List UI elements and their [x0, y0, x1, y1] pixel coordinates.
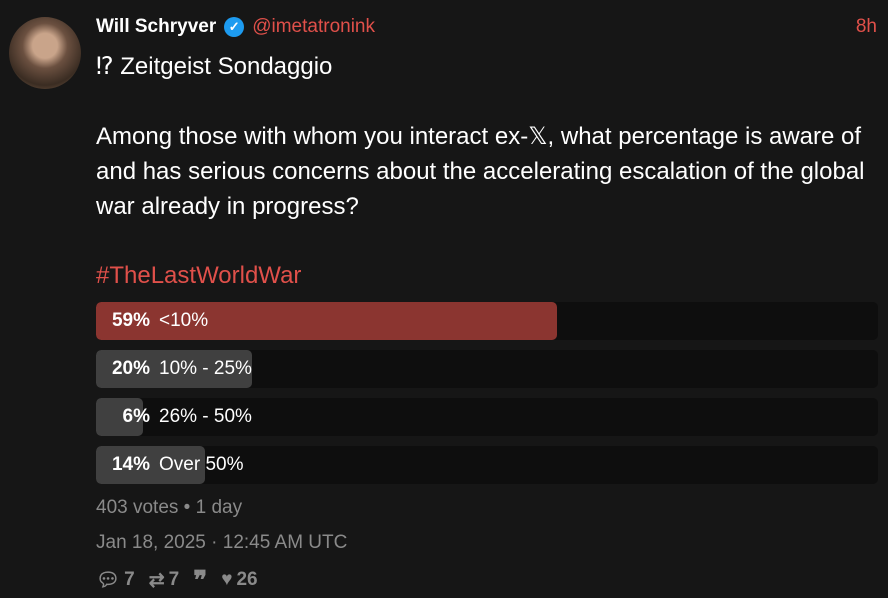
poll-option-percent: 6% — [122, 406, 150, 427]
heart-icon: ♥ — [221, 569, 233, 590]
poll-option: 6% 26% - 50% — [96, 398, 878, 436]
tweet-stats: 💬︎ 7 ⇄ 7 ❞ ♥ 26 — [96, 564, 258, 595]
author-name[interactable]: Will Schryver — [96, 16, 217, 37]
author-handle[interactable]: @imetatronink — [252, 16, 375, 37]
tweet-time[interactable]: 8h — [855, 16, 877, 37]
quote-icon: ❞ — [193, 564, 208, 595]
poll-option-label: 10% - 25% — [159, 358, 252, 379]
replies-count: 7 — [124, 569, 135, 590]
tweet-title: ⁉ Zeitgeist Sondaggio — [96, 53, 333, 80]
poll-option-label: 26% - 50% — [159, 406, 252, 427]
tweet-date[interactable]: Jan 18, 2025 · 12:45 AM UTC — [96, 532, 348, 553]
tweet-text: Among those with whom you interact ex-𝕏,… — [96, 123, 865, 220]
poll-option-label: Over 50% — [159, 454, 244, 475]
poll-bar-fill — [96, 446, 206, 484]
tweet-header: Will Schryver ✓ @imetatronink — [96, 16, 375, 38]
poll: 59% <10% 20% 10% - 25% 6% 26% - 50% 14% Over… — [96, 302, 878, 494]
poll-option: 59% <10% — [96, 302, 878, 340]
poll-summary: 403 votes • 1 day — [96, 497, 243, 518]
poll-bar-fill — [96, 398, 143, 436]
retweets-count: 7 — [168, 569, 180, 590]
poll-option-percent: 20% — [111, 358, 150, 379]
poll-option: 20% 10% - 25% — [96, 350, 878, 388]
hashtag-link[interactable]: #TheLastWorldWar — [96, 262, 302, 289]
retweet-icon: ⇄ — [148, 569, 165, 591]
poll-option-percent: 59% — [111, 310, 150, 331]
retweets-button[interactable]: ⇄ 7 — [149, 569, 180, 592]
poll-option: 14% Over 50% — [96, 446, 878, 484]
poll-option-percent: 14% — [111, 454, 150, 475]
quotes-button[interactable]: ❞ — [193, 564, 208, 595]
replies-button[interactable]: 💬︎ 7 — [96, 568, 135, 592]
tweet-body: ⁉ Zeitgeist Sondaggio Among those with w… — [96, 49, 876, 328]
poll-option-label: <10% — [159, 310, 209, 331]
avatar[interactable] — [9, 17, 81, 89]
poll-bar-fill — [96, 302, 558, 340]
verified-icon: ✓ — [224, 17, 245, 37]
poll-bar-fill — [96, 350, 253, 388]
comment-icon: 💬︎ — [96, 570, 121, 591]
likes-count: 26 — [236, 569, 258, 590]
likes-button[interactable]: ♥ 26 — [221, 569, 257, 591]
